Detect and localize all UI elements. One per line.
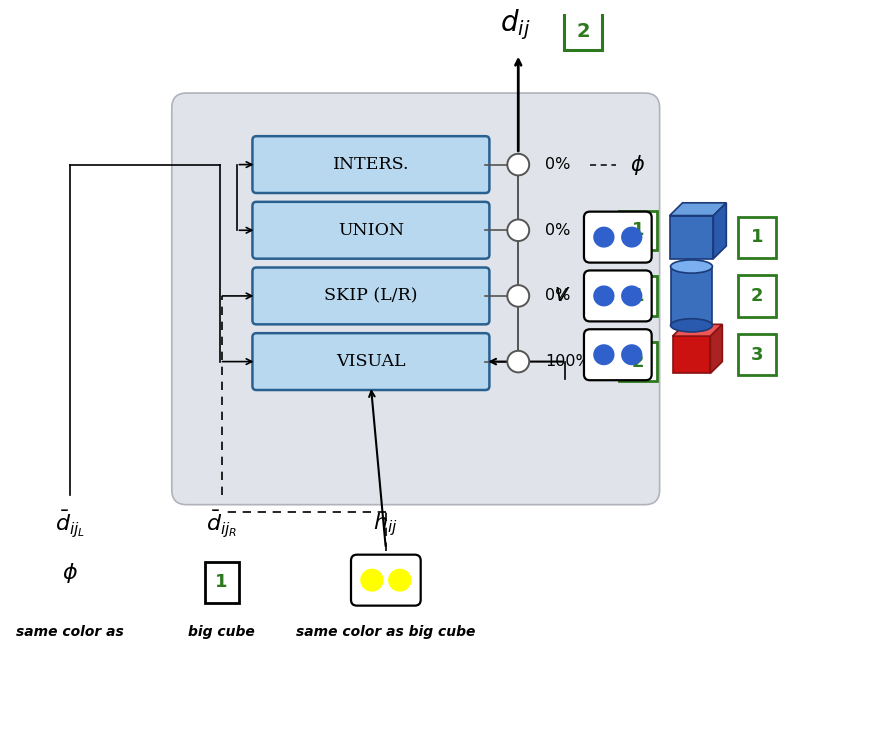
Text: VISUAL: VISUAL	[337, 353, 406, 370]
FancyBboxPatch shape	[584, 330, 652, 380]
Polygon shape	[710, 324, 722, 373]
FancyBboxPatch shape	[564, 11, 602, 50]
FancyBboxPatch shape	[252, 202, 489, 259]
Polygon shape	[670, 203, 726, 215]
Circle shape	[507, 219, 529, 241]
FancyBboxPatch shape	[619, 211, 656, 250]
Text: 1: 1	[215, 573, 228, 591]
Circle shape	[622, 345, 642, 364]
Text: $V$: $V$	[554, 287, 570, 305]
FancyBboxPatch shape	[204, 562, 239, 603]
Circle shape	[594, 286, 614, 305]
FancyBboxPatch shape	[252, 268, 489, 324]
Text: $\phi$: $\phi$	[630, 153, 646, 177]
FancyBboxPatch shape	[351, 555, 421, 606]
Text: $\bar{d}_{ij_L}$: $\bar{d}_{ij_L}$	[55, 509, 85, 540]
Text: 1: 1	[631, 222, 644, 239]
Text: 2: 2	[631, 352, 644, 370]
Ellipse shape	[670, 319, 712, 332]
Text: $\bar{d}_{ij_R}$: $\bar{d}_{ij_R}$	[206, 509, 237, 540]
Circle shape	[594, 345, 614, 364]
Text: 100%: 100%	[545, 354, 591, 369]
Bar	[670, 267, 712, 325]
Text: same color as: same color as	[16, 625, 124, 639]
Text: same color as big cube: same color as big cube	[297, 625, 476, 639]
FancyBboxPatch shape	[252, 136, 489, 193]
Text: 0%: 0%	[545, 289, 570, 303]
Text: big cube: big cube	[188, 625, 255, 639]
Circle shape	[622, 228, 642, 247]
Text: 1: 1	[751, 228, 764, 246]
Text: 2: 2	[576, 22, 590, 41]
Ellipse shape	[670, 260, 712, 273]
Text: UNION: UNION	[337, 222, 404, 239]
Text: 0%: 0%	[545, 157, 570, 172]
FancyBboxPatch shape	[619, 277, 656, 315]
Text: 0%: 0%	[545, 223, 570, 237]
Text: SKIP (L/R): SKIP (L/R)	[324, 287, 417, 305]
FancyBboxPatch shape	[584, 271, 652, 321]
Text: $h_{ij}$: $h_{ij}$	[374, 511, 398, 538]
Text: 2: 2	[751, 287, 764, 305]
FancyBboxPatch shape	[252, 333, 489, 390]
Text: 1: 1	[631, 287, 644, 305]
Polygon shape	[713, 203, 726, 259]
Text: $d_{ij}$: $d_{ij}$	[500, 8, 531, 42]
Circle shape	[389, 569, 411, 591]
Circle shape	[507, 351, 529, 373]
Text: $\phi$: $\phi$	[62, 561, 78, 585]
Polygon shape	[672, 336, 710, 373]
FancyBboxPatch shape	[738, 216, 776, 258]
Circle shape	[594, 228, 614, 247]
Circle shape	[507, 285, 529, 307]
FancyBboxPatch shape	[738, 275, 776, 317]
Polygon shape	[672, 324, 722, 336]
Text: 3: 3	[751, 345, 764, 364]
FancyBboxPatch shape	[584, 212, 652, 262]
Circle shape	[507, 153, 529, 175]
FancyBboxPatch shape	[171, 93, 660, 505]
Text: INTERS.: INTERS.	[333, 156, 409, 173]
FancyBboxPatch shape	[619, 342, 656, 381]
FancyBboxPatch shape	[738, 334, 776, 375]
Circle shape	[622, 286, 642, 305]
Circle shape	[361, 569, 383, 591]
Polygon shape	[670, 215, 713, 259]
